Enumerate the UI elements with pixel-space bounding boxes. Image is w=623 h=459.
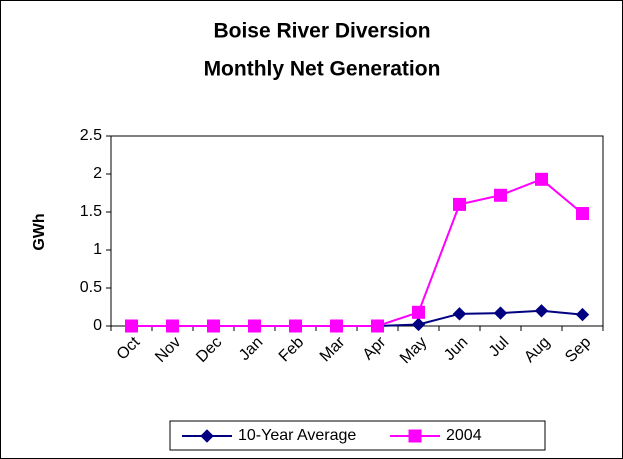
marker: [289, 319, 302, 333]
marker: [535, 172, 548, 186]
marker: [411, 317, 426, 332]
marker: [200, 429, 214, 443]
marker: [408, 429, 422, 443]
marker: [453, 197, 466, 211]
legend-label: 10-Year Average: [238, 427, 356, 444]
chart-subtitle: Monthly Net Generation: [204, 58, 441, 81]
marker: [493, 306, 508, 320]
y-tick-label: 2.5: [80, 127, 102, 144]
marker: [207, 319, 220, 333]
marker: [575, 307, 590, 322]
legend-box: [169, 420, 546, 451]
marker: [330, 319, 343, 333]
marker: [494, 188, 507, 202]
marker: [166, 319, 179, 333]
series-line: [131, 178, 584, 327]
y-tick-label: 0.5: [80, 279, 102, 296]
legend-label: 2004: [446, 427, 482, 444]
marker: [248, 319, 261, 333]
chart-title: Boise River Diversion: [213, 20, 430, 43]
marker: [534, 304, 549, 318]
y-tick-label: 1.5: [80, 203, 102, 220]
y-tick-label: 2: [93, 165, 102, 182]
y-axis-label: GWh: [31, 213, 48, 250]
marker: [125, 319, 138, 333]
y-tick-label: 0: [93, 317, 102, 334]
y-tick-label: 1: [93, 241, 102, 258]
marker: [371, 319, 384, 333]
marker: [452, 307, 467, 321]
marker: [576, 207, 589, 221]
marker: [412, 305, 425, 319]
